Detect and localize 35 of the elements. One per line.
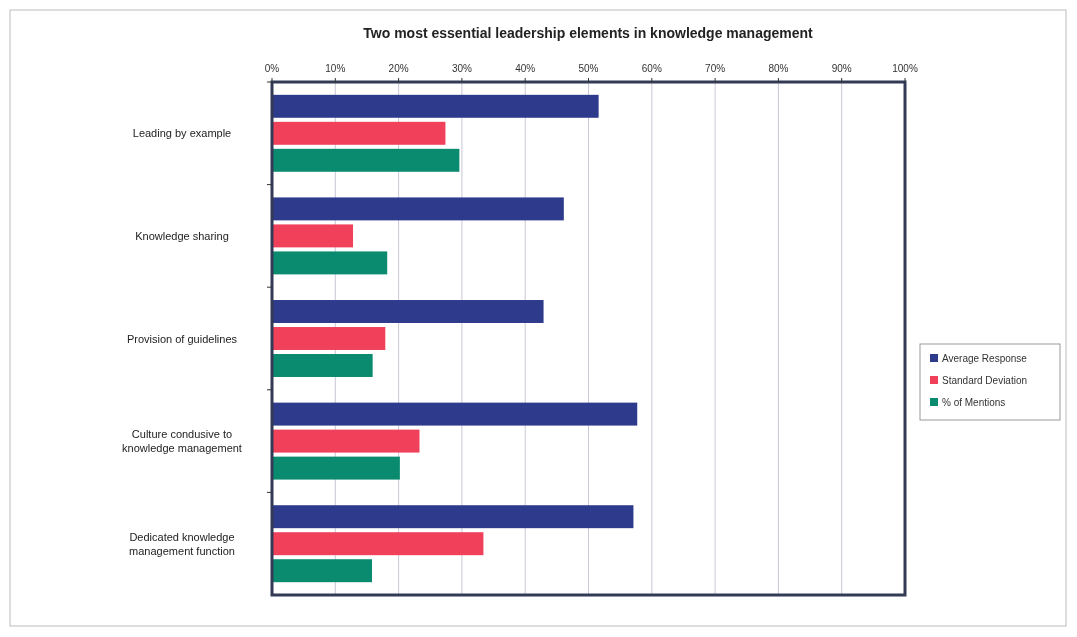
x-tick-label: 10% <box>325 63 346 74</box>
bar <box>272 300 544 323</box>
bar <box>272 505 634 529</box>
legend-label: Average Response <box>942 353 1028 364</box>
bar <box>272 148 460 172</box>
x-tick-label: 90% <box>831 63 852 74</box>
bar <box>272 354 373 377</box>
x-tick-label: 30% <box>451 63 473 74</box>
bar <box>272 327 386 350</box>
bar <box>272 251 388 275</box>
x-tick-label: 50% <box>578 63 599 74</box>
y-tick-label: Leading by example <box>132 127 232 140</box>
x-tick-label: 80% <box>768 63 789 74</box>
bar <box>272 559 373 583</box>
legend-label: % of Mentions <box>942 397 1006 408</box>
x-tick-label: 70% <box>705 63 726 74</box>
bar <box>272 224 354 248</box>
bar <box>272 532 484 556</box>
bar <box>272 429 420 453</box>
bar <box>272 402 638 426</box>
y-tick-label: Culture condusive to knowledge management <box>122 428 242 455</box>
x-tick-label: 0% <box>264 63 280 74</box>
bar <box>272 121 446 145</box>
x-tick-label: 20% <box>388 63 409 74</box>
bar <box>272 456 400 480</box>
y-tick-label: Knowledge sharing <box>135 229 229 242</box>
y-tick-label: Dedicated knowledge management function <box>129 530 235 557</box>
bar <box>272 197 564 221</box>
legend-label: Standard Deviation <box>942 375 1028 386</box>
y-tick-label: Provision of guidelines <box>126 332 238 345</box>
x-tick-label: 60% <box>641 63 662 74</box>
x-tick-label: 40% <box>515 63 536 74</box>
bar <box>272 94 599 118</box>
chart-title: Two most essential leadership elements in knowledge management <box>363 25 814 41</box>
x-tick-label: 100% <box>892 63 918 74</box>
